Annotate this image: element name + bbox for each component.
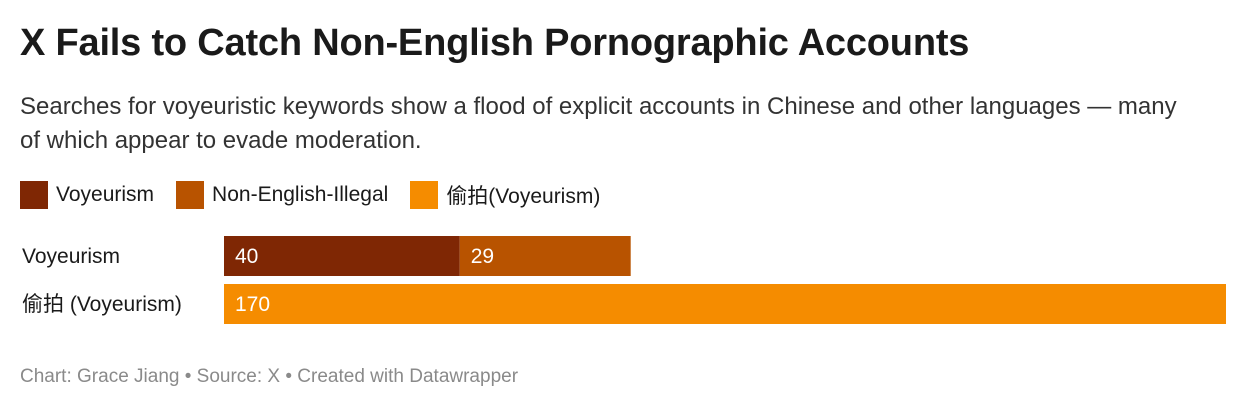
category-label: Voyeurism — [22, 245, 120, 268]
legend-swatch-voyeurism — [20, 181, 48, 209]
chart-subtitle: Searches for voyeuristic keywords show a… — [20, 93, 1177, 154]
bar-segment — [224, 236, 460, 276]
bar-segment — [459, 236, 631, 276]
bar-value-label: 40 — [235, 245, 258, 268]
chart-footer: Chart: Grace Jiang • Source: X • Created… — [20, 366, 519, 387]
category-label: 偷拍 (Voyeurism) — [22, 293, 182, 316]
legend-swatch-non-english-illegal — [176, 181, 205, 209]
legend-swatch-toupai — [410, 181, 439, 209]
legend-label-voyeurism: Voyeurism — [56, 183, 155, 206]
legend-item-non-english-illegal: Non-English-Illegal — [176, 181, 388, 209]
bar-value-label: 170 — [235, 293, 270, 316]
legend-item-voyeurism: Voyeurism — [20, 181, 154, 209]
legend: Voyeurism Non-English-Illegal 偷拍(Voyeuri… — [20, 180, 622, 210]
bar-segment — [224, 284, 1226, 324]
legend-item-toupai: 偷拍(Voyeurism) — [410, 180, 600, 210]
legend-label-non-english-illegal: Non-English-Illegal — [212, 183, 389, 206]
chart-title: X Fails to Catch Non-English Pornographi… — [20, 22, 970, 64]
bar-value-label: 29 — [471, 245, 494, 268]
legend-label-toupai: 偷拍(Voyeurism) — [446, 185, 601, 208]
